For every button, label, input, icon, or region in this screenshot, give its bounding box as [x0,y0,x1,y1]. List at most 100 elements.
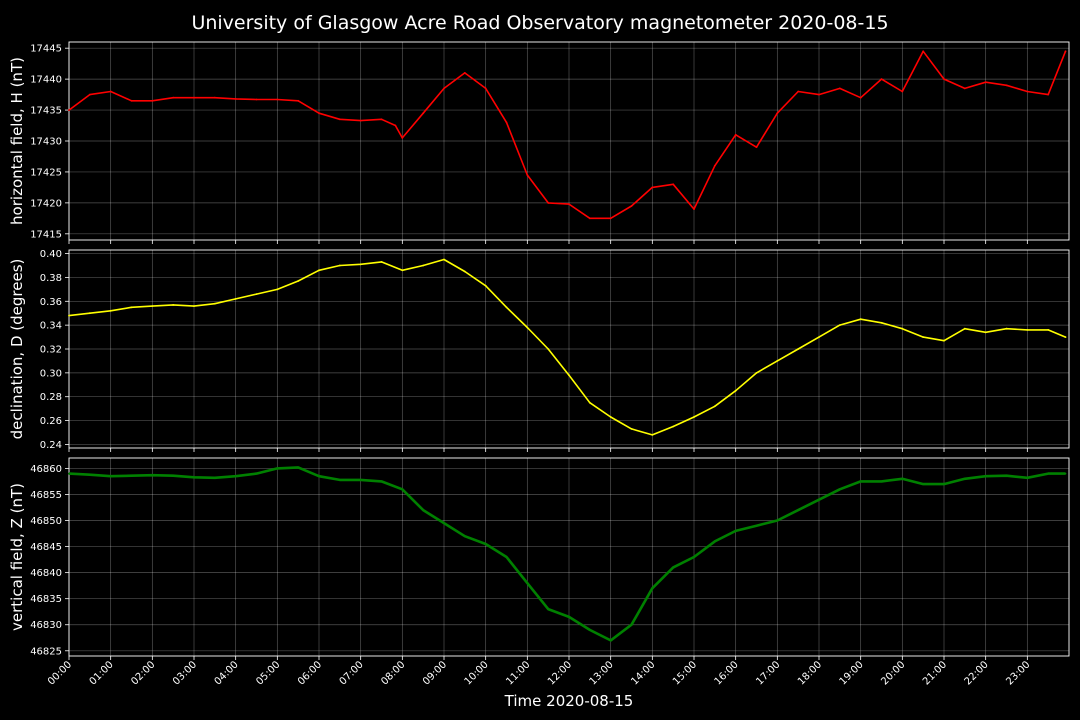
data-point [276,467,279,470]
data-point [463,535,466,538]
data-point [234,298,237,300]
data-point [338,118,341,121]
panel-2: 0.24 0.26 0.28 0.30 0.32 0.34 0.36 0.38 0.40 decl… [8,249,1070,452]
y-tick-label: 46835 [30,594,62,605]
data-point [588,217,591,220]
y-tick-label: 0.40 [40,249,62,260]
data-point [547,348,550,350]
data-point [255,293,258,295]
data-point [880,78,883,80]
y-tick-label: 46855 [30,490,62,501]
x-tick-label: 11:00 [504,659,532,687]
x-tick-label: 01:00 [88,659,116,687]
data-point [234,475,237,478]
data-point [880,480,883,483]
y-tick-label: 17415 [30,229,62,240]
data-point [630,623,633,626]
data-point [776,360,779,362]
data-point [401,137,404,139]
data-point [651,434,654,436]
data-point [359,263,362,266]
data-point [1005,327,1008,330]
data-point [394,124,397,127]
y-tick-label: 0.26 [40,416,62,427]
data-point [838,87,841,90]
data-point [1064,472,1067,475]
data-point [255,472,258,475]
data-point [88,93,91,96]
data-point [172,96,175,99]
data-point [922,336,925,338]
data-point [130,99,133,102]
data-point [1005,84,1008,87]
data-point [630,428,633,430]
panels: 17415 17420 17425 17430 17435 17440 17445 horiz… [8,41,1070,688]
data-point [859,318,862,321]
data-point [818,336,820,338]
data-point [1026,90,1029,93]
data-point [443,258,445,261]
y-tick-label: 17440 [30,75,62,86]
data-point [68,314,70,317]
data-point [505,306,508,309]
data-point [338,264,341,267]
y-tick-label: 0.30 [40,368,62,379]
data-point [380,261,383,263]
data-point [193,96,195,99]
x-tick-label: 05:00 [254,659,282,687]
data-point [484,284,487,287]
y-tick-label: 46825 [30,646,62,657]
data-point [713,164,716,167]
x-tick-label: 08:00 [379,659,407,687]
data-point [318,112,320,115]
data-point [193,476,195,479]
data-point [943,339,945,342]
data-point [901,90,904,93]
x-tick-label: 07:00 [338,659,366,687]
data-point [693,208,695,211]
data-point [213,302,216,305]
data-point [984,475,987,478]
y-tick-label: 0.36 [40,297,62,308]
data-point [693,416,695,418]
y-tick-label: 17425 [30,167,62,178]
data-point [838,488,841,491]
data-point [609,416,612,418]
data-point [734,530,737,532]
data-point [526,582,529,584]
x-tick-label: 15:00 [671,659,699,687]
data-point [443,522,445,524]
plot-area [68,457,1070,657]
y-tick-label: 46850 [30,516,62,527]
data-point [1047,93,1050,96]
data-point [1026,476,1029,479]
data-point [297,99,300,102]
chart-title: University of Glasgow Acre Road Observat… [191,12,888,34]
x-tick-label: 00:00 [46,659,74,687]
data-point [297,466,300,469]
y-tick-label: 46845 [30,542,62,553]
x-tick-label: 19:00 [838,659,866,687]
x-tick-label: 09:00 [421,659,449,687]
x-tick-label: 03:00 [171,659,199,687]
data-point [984,331,987,334]
x-tick-label: 13:00 [588,659,616,687]
data-point [609,217,612,220]
data-point [859,480,862,483]
data-point [859,96,862,99]
data-point [359,479,362,481]
data-point [1026,329,1029,331]
data-point [568,374,570,377]
data-point [1047,472,1050,475]
data-point [797,509,800,511]
panel-3: 46825 46830 46835 46840 46845 46850 46855 46860… [8,457,1070,688]
data-point [276,288,279,291]
x-tick-label: 02:00 [129,659,157,687]
data-point [68,109,70,111]
data-point [213,96,216,99]
data-point [338,479,341,481]
x-tick-label: 18:00 [796,659,824,687]
data-point [880,321,883,324]
data-point [422,112,425,115]
data-point [922,50,925,53]
